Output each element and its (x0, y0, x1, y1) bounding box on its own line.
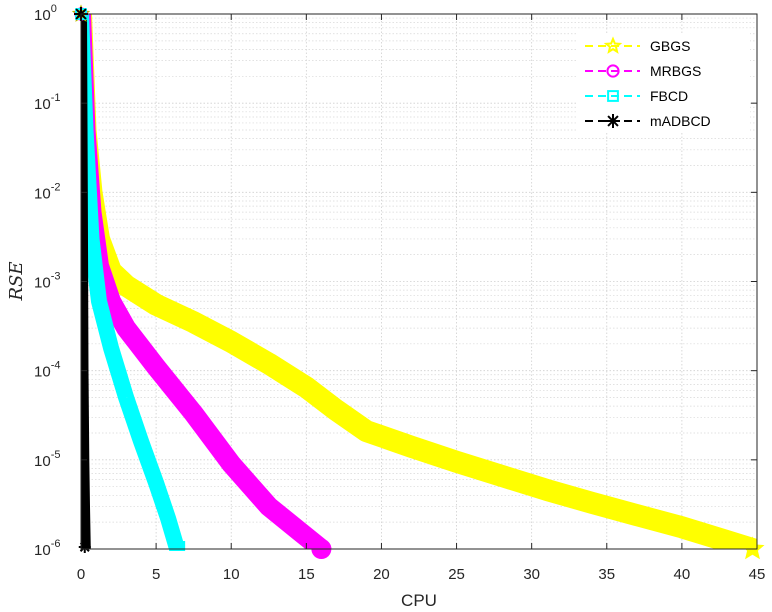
x-tick-label: 5 (152, 566, 160, 583)
y-tick-label: 100 (34, 3, 57, 24)
legend-marker-circle (606, 64, 620, 78)
legend-marker-star (603, 36, 623, 54)
x-tick-label: 0 (77, 566, 85, 583)
x-tick-label: 25 (448, 566, 465, 583)
y-tick-exponent: -4 (51, 360, 61, 372)
y-axis-label: RSE (6, 261, 27, 301)
y-tick-base: 10 (34, 453, 51, 470)
y-tick-label: 10-4 (34, 360, 60, 381)
legend-label: MRBGS (650, 63, 701, 79)
marker-stroke (79, 542, 90, 552)
y-tick-base: 10 (34, 185, 51, 202)
x-tick-label: 20 (373, 566, 390, 583)
legend-box (578, 33, 750, 133)
x-tick-label: 10 (223, 566, 240, 583)
marker-stroke (607, 115, 619, 127)
y-tick-label: 10-6 (34, 538, 60, 559)
legend-label: mADBCD (650, 113, 711, 129)
legend-entry-fbcd: FBCD (585, 88, 688, 104)
series-line-fbcd (81, 14, 186, 549)
y-tick-exponent: -6 (51, 538, 61, 550)
legend-entry-gbgs: GBGS (585, 36, 690, 54)
y-tick-label: 10-1 (34, 92, 60, 113)
y-tick-base: 10 (34, 96, 51, 113)
x-tick-label: 45 (749, 566, 766, 583)
series-end-marker-fbcd (169, 541, 186, 551)
legend-label: GBGS (650, 38, 690, 54)
x-tick-label: 30 (523, 566, 540, 583)
x-axis-label: CPU (401, 591, 437, 610)
y-tick-label: 10-3 (34, 271, 60, 292)
legend-marker-square (607, 90, 619, 102)
y-tick-exponent: 0 (51, 3, 57, 15)
legend-label: FBCD (650, 88, 688, 104)
series-line-madbcd (81, 14, 91, 549)
y-tick-base: 10 (34, 364, 51, 381)
y-tick-base: 10 (34, 542, 51, 559)
legend: GBGS MRBGS FBCD mADBCD (578, 33, 750, 133)
y-tick-exponent: -5 (51, 449, 61, 461)
series-end-marker-gbgs (740, 536, 765, 560)
x-tick-label: 40 (674, 566, 691, 583)
x-tick-label: 35 (598, 566, 615, 583)
legend-entry-mrbgs: MRBGS (585, 63, 701, 79)
y-tick-exponent: -1 (51, 92, 61, 104)
y-tick-label: 10-2 (34, 181, 60, 202)
y-tick-base: 10 (34, 275, 51, 292)
legend-entry-madbcd: mADBCD (585, 113, 711, 129)
legend-marker-asterisk (606, 114, 620, 128)
y-tick-label: 10-5 (34, 449, 60, 470)
x-tick-label: 15 (298, 566, 315, 583)
minor-grid (81, 17, 757, 523)
series-layer (81, 14, 757, 549)
x-axis: 0 5 10 15 20 25 30 35 40 45 (77, 14, 766, 583)
y-tick-exponent: -2 (51, 181, 61, 193)
y-tick-base: 10 (34, 7, 51, 24)
y-tick-exponent: -3 (51, 271, 61, 283)
